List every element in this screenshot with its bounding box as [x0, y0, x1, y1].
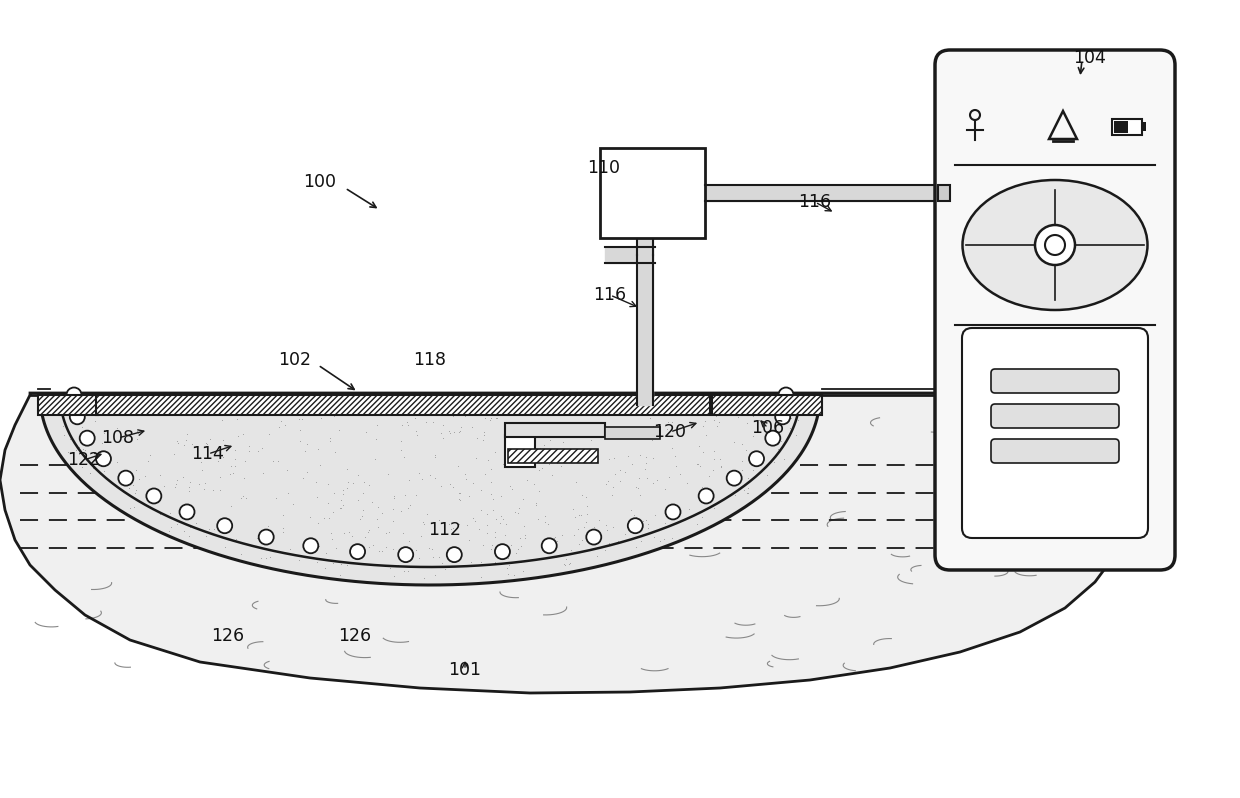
Circle shape — [666, 504, 681, 519]
Circle shape — [446, 547, 461, 562]
Circle shape — [67, 388, 82, 402]
Ellipse shape — [962, 180, 1147, 310]
FancyBboxPatch shape — [935, 50, 1176, 570]
Text: 100: 100 — [304, 173, 336, 191]
FancyBboxPatch shape — [962, 328, 1148, 538]
Circle shape — [304, 539, 319, 553]
Circle shape — [627, 518, 642, 533]
FancyBboxPatch shape — [991, 439, 1118, 463]
Text: 102: 102 — [279, 351, 311, 369]
Text: 106: 106 — [751, 419, 785, 437]
Circle shape — [1035, 225, 1075, 265]
Circle shape — [749, 451, 764, 466]
Circle shape — [698, 488, 714, 504]
Bar — [1114, 121, 1128, 133]
Circle shape — [727, 471, 742, 486]
Polygon shape — [637, 238, 653, 255]
Bar — [712, 395, 822, 415]
Circle shape — [146, 488, 161, 504]
Circle shape — [495, 544, 510, 559]
Text: 116: 116 — [594, 286, 626, 304]
Bar — [1142, 122, 1146, 131]
Circle shape — [765, 431, 780, 445]
Circle shape — [118, 471, 134, 486]
Text: 104: 104 — [1074, 49, 1106, 67]
Bar — [505, 423, 605, 437]
Text: 112: 112 — [429, 521, 461, 539]
Circle shape — [779, 388, 794, 402]
Polygon shape — [605, 247, 653, 263]
Circle shape — [350, 544, 365, 559]
FancyBboxPatch shape — [991, 369, 1118, 393]
Bar — [508, 449, 598, 463]
Bar — [95, 395, 711, 415]
Circle shape — [217, 518, 232, 533]
Circle shape — [398, 547, 413, 562]
Text: 116: 116 — [799, 193, 832, 211]
Polygon shape — [0, 393, 1128, 693]
Circle shape — [775, 409, 790, 425]
Text: 120: 120 — [653, 423, 687, 441]
Text: 126: 126 — [339, 627, 372, 645]
Circle shape — [542, 539, 557, 553]
Text: 118: 118 — [413, 351, 446, 369]
Circle shape — [180, 504, 195, 519]
Text: 101: 101 — [449, 661, 481, 679]
Text: 108: 108 — [102, 429, 134, 447]
Circle shape — [95, 451, 110, 466]
Circle shape — [587, 530, 601, 544]
Bar — [1112, 119, 1142, 135]
Bar — [505, 435, 534, 467]
Polygon shape — [637, 255, 653, 405]
Text: 122: 122 — [67, 451, 100, 469]
Bar — [605, 427, 660, 439]
Bar — [600, 148, 706, 238]
Circle shape — [69, 409, 84, 425]
Polygon shape — [706, 185, 949, 201]
Text: 114: 114 — [191, 445, 224, 463]
Bar — [937, 185, 950, 201]
Circle shape — [259, 530, 274, 544]
Circle shape — [79, 431, 94, 445]
Text: 110: 110 — [588, 159, 620, 177]
FancyBboxPatch shape — [991, 404, 1118, 428]
Text: 126: 126 — [212, 627, 244, 645]
Bar — [38, 395, 98, 415]
Polygon shape — [40, 395, 820, 585]
